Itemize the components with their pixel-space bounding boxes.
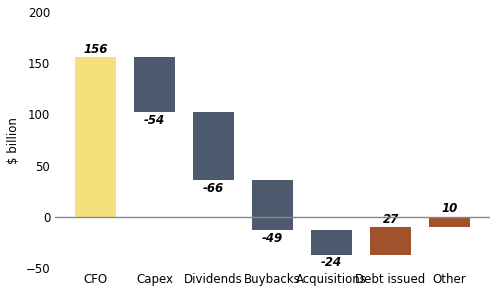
Text: 156: 156 [83,42,108,55]
Bar [252,180,293,230]
Bar [311,230,352,255]
Text: -49: -49 [262,232,283,245]
Y-axis label: $ billion: $ billion [7,117,20,163]
Text: 10: 10 [441,202,458,215]
Bar [370,227,411,255]
Text: -54: -54 [144,114,165,127]
Bar [75,57,116,217]
Text: 27: 27 [383,213,399,226]
Bar [193,113,234,180]
Bar [134,57,175,113]
Text: -66: -66 [203,182,224,195]
Text: -24: -24 [321,256,342,269]
Bar [429,217,470,227]
